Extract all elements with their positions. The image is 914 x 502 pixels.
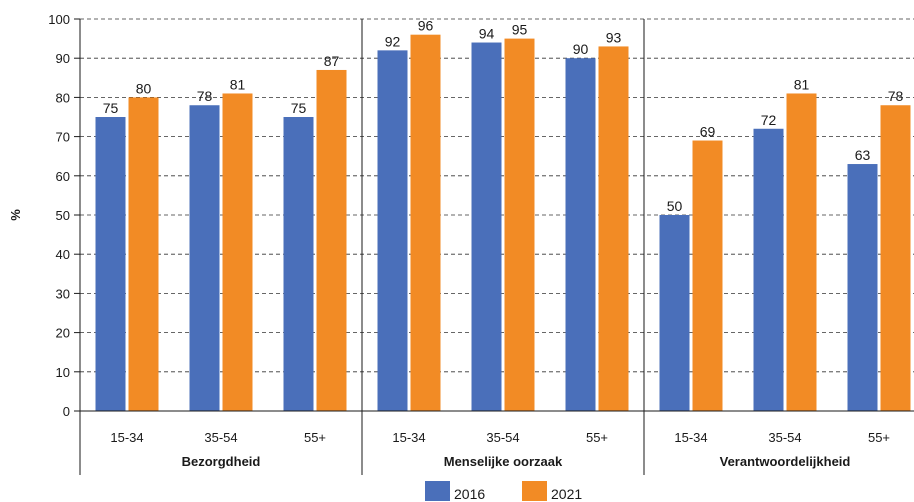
y-tick-label: 20	[56, 326, 70, 341]
data-label: 93	[606, 29, 622, 45]
x-tick-label: 35-54	[768, 430, 801, 445]
x-tick-label: 55+	[304, 430, 326, 445]
data-labels: 75 80 78 81 75 87 92 96 94 95 90 93 50 69 72 81 63 78	[103, 18, 904, 214]
legend: 2016 2021	[425, 481, 582, 502]
axes	[74, 18, 914, 475]
data-label: 81	[230, 76, 246, 92]
bar-2021-bezorgdheid-55+	[316, 69, 347, 412]
group-label: Menselijke oorzaak	[444, 454, 563, 469]
legend-swatch-2021	[522, 481, 547, 501]
data-label: 75	[291, 100, 307, 116]
bar-2021-verantwoordelijkheid-35-54	[786, 93, 817, 411]
bar-2016-menselijke-oorzaak-15-34	[377, 50, 408, 412]
bar-2021-verantwoordelijkheid-15-34	[692, 140, 723, 411]
bar-2016-verantwoordelijkheid-35-54	[753, 128, 784, 411]
bar-2016-menselijke-oorzaak-35-54	[471, 42, 502, 412]
bar-2016-menselijke-oorzaak-55+	[565, 58, 596, 411]
x-tick-labels: 15-34 35-54 55+ 15-34 35-54 55+ 15-34 35-54 55+	[110, 430, 890, 445]
bar-2021-menselijke-oorzaak-55+	[598, 46, 629, 411]
y-tick-label: 80	[56, 90, 70, 105]
data-label: 96	[418, 18, 434, 34]
legend-label-2016: 2016	[454, 486, 485, 502]
bar-2021-menselijke-oorzaak-35-54	[504, 38, 535, 411]
y-tick-labels: 0 10 20 30 40 50 60 70 80 90 100	[48, 12, 70, 419]
legend-swatch-2016	[425, 481, 450, 501]
group-label: Verantwoordelijkheid	[720, 454, 851, 469]
data-label: 78	[888, 88, 904, 104]
y-tick-label: 10	[56, 365, 70, 380]
y-tick-label: 100	[48, 12, 70, 27]
group-labels: Bezorgdheid Menselijke oorzaak Verantwoord…	[182, 454, 851, 469]
x-tick-label: 55+	[586, 430, 608, 445]
data-label: 90	[573, 41, 589, 57]
bar-2021-bezorgdheid-15-34	[128, 97, 159, 412]
data-label: 78	[197, 88, 213, 104]
data-label: 72	[761, 112, 777, 128]
group-label: Bezorgdheid	[182, 454, 261, 469]
bar-2016-verantwoordelijkheid-15-34	[659, 215, 690, 411]
y-tick-label: 0	[63, 404, 70, 419]
y-tick-label: 50	[56, 208, 70, 223]
y-tick-label: 90	[56, 51, 70, 66]
y-tick-label: 40	[56, 247, 70, 262]
bar-2021-bezorgdheid-35-54	[222, 93, 253, 411]
x-tick-label: 55+	[868, 430, 890, 445]
data-label: 75	[103, 100, 119, 116]
x-tick-label: 15-34	[110, 430, 143, 445]
data-label: 69	[700, 124, 716, 140]
bar-2016-verantwoordelijkheid-55+	[847, 164, 878, 411]
bars	[95, 34, 911, 412]
y-tick-label: 30	[56, 286, 70, 301]
y-axis-label: %	[8, 209, 23, 221]
data-label: 80	[136, 80, 152, 96]
data-label: 95	[512, 22, 528, 38]
bar-2016-bezorgdheid-35-54	[189, 105, 220, 412]
x-tick-label: 15-34	[392, 430, 425, 445]
y-tick-label: 70	[56, 130, 70, 145]
data-label: 94	[479, 26, 495, 42]
x-tick-label: 15-34	[674, 430, 707, 445]
bar-2016-bezorgdheid-55+	[283, 117, 314, 411]
data-label: 50	[667, 198, 683, 214]
data-label: 87	[324, 53, 340, 69]
data-label: 63	[855, 147, 871, 163]
data-label: 92	[385, 33, 401, 49]
data-label: 81	[794, 76, 810, 92]
legend-label-2021: 2021	[551, 486, 582, 502]
x-tick-label: 35-54	[204, 430, 237, 445]
y-tick-label: 60	[56, 169, 70, 184]
bar-2016-bezorgdheid-15-34	[95, 117, 126, 411]
x-tick-label: 35-54	[486, 430, 519, 445]
bar-2021-menselijke-oorzaak-15-34	[410, 34, 441, 412]
bar-2021-verantwoordelijkheid-55+	[880, 105, 911, 412]
